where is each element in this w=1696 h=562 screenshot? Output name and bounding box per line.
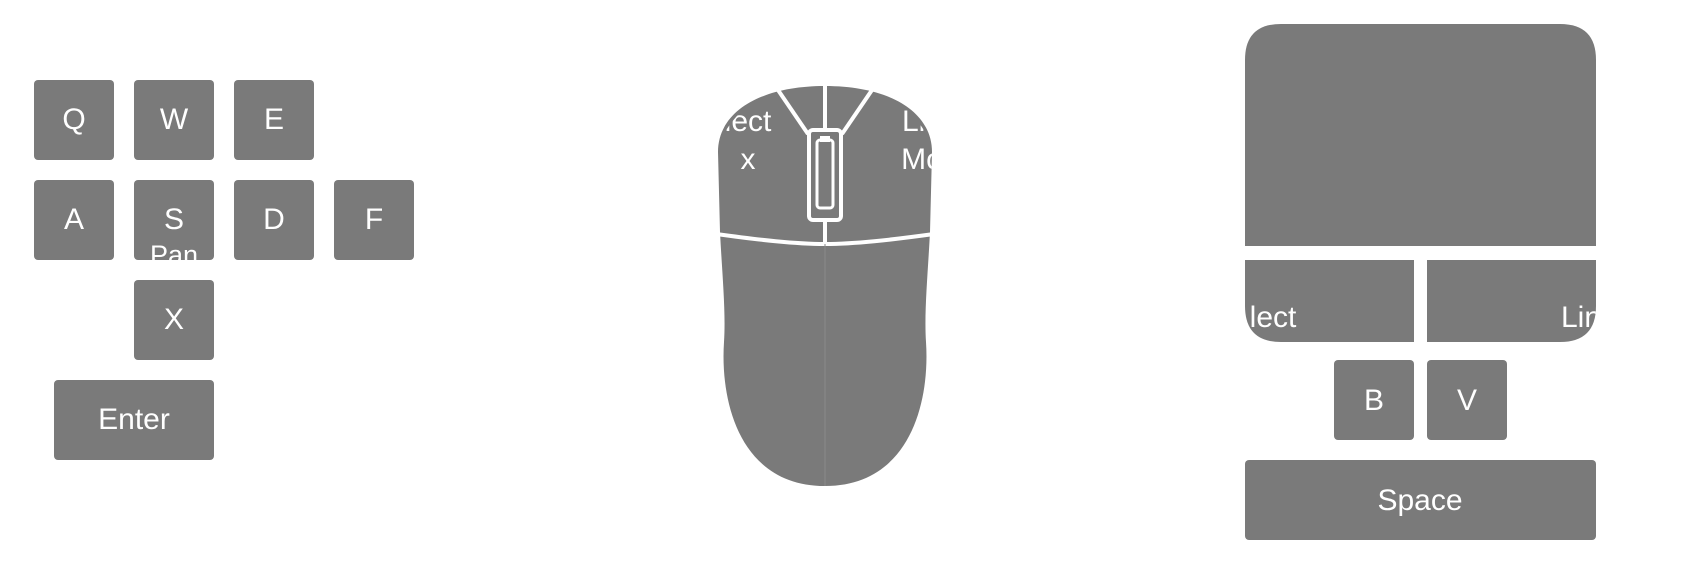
key-q-label: Q bbox=[62, 103, 86, 136]
trackpad-diagram: lect Lin B V Space bbox=[1245, 24, 1596, 540]
key-x[interactable]: X bbox=[134, 280, 214, 360]
key-q[interactable]: Q bbox=[34, 80, 114, 160]
key-x-label: X bbox=[163, 303, 184, 336]
trackpad-left-button[interactable] bbox=[1245, 260, 1414, 342]
mouse-right-button-label-2: Mo bbox=[901, 143, 943, 176]
key-b[interactable] bbox=[1334, 360, 1414, 440]
key-v[interactable] bbox=[1427, 360, 1507, 440]
key-b-label: B bbox=[1364, 384, 1384, 417]
key-w-label: W bbox=[159, 103, 189, 136]
trackpad-left-button-label: lect bbox=[1250, 301, 1297, 334]
key-a[interactable]: A bbox=[34, 180, 114, 260]
key-d-label: D bbox=[263, 203, 285, 236]
key-e[interactable]: E bbox=[234, 80, 314, 160]
key-d[interactable]: D bbox=[234, 180, 314, 260]
mouse-scroll-wheel-grip bbox=[815, 138, 835, 210]
trackpad-right-button-label: Lin bbox=[1561, 301, 1596, 334]
trackpad-surface[interactable] bbox=[1245, 24, 1596, 246]
key-enter[interactable]: Enter bbox=[54, 380, 214, 460]
key-f[interactable]: F bbox=[334, 180, 414, 260]
mouse-left-button-label-2: x bbox=[741, 143, 756, 176]
trackpad-right-button[interactable] bbox=[1427, 260, 1596, 342]
key-e-label: E bbox=[263, 103, 284, 136]
mouse-scroll-wheel-top bbox=[820, 136, 830, 142]
key-s-label: S bbox=[163, 203, 184, 236]
key-v-label: V bbox=[1457, 384, 1477, 417]
key-enter-label: Enter bbox=[98, 403, 170, 436]
key-a-label: A bbox=[63, 203, 84, 236]
key-space-label: Space bbox=[1377, 484, 1462, 517]
key-w[interactable]: W bbox=[134, 80, 214, 160]
key-f-label: F bbox=[364, 203, 384, 236]
key-s-action-label: Pan bbox=[149, 242, 199, 260]
mouse-diagram: lect x Lin Mo bbox=[715, 84, 943, 486]
key-s[interactable]: S Pan bbox=[134, 180, 214, 260]
key-space[interactable] bbox=[1245, 460, 1596, 540]
